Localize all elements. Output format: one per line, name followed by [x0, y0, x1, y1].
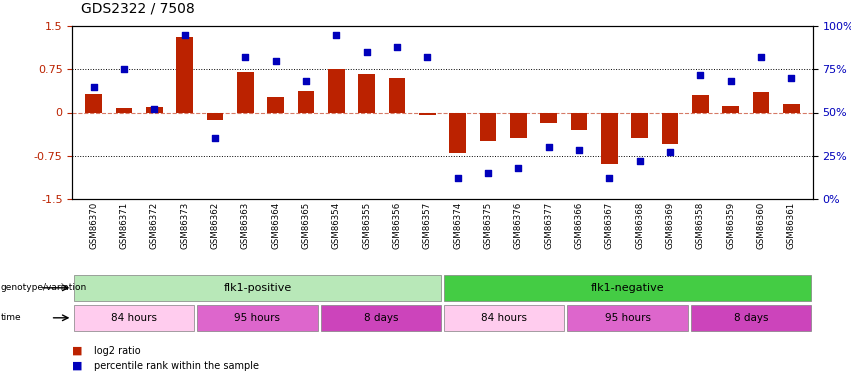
Point: [724, 78, 738, 84]
Point: [329, 32, 343, 38]
Text: GSM86373: GSM86373: [180, 202, 189, 249]
Text: GSM86358: GSM86358: [696, 202, 705, 249]
Text: 84 hours: 84 hours: [111, 313, 157, 323]
Text: GDS2322 / 7508: GDS2322 / 7508: [81, 1, 195, 15]
Point: [238, 54, 252, 60]
Bar: [444, 275, 811, 301]
Bar: [321, 305, 441, 331]
Text: GSM86369: GSM86369: [665, 202, 675, 249]
Bar: [601, 112, 618, 164]
Text: GSM86372: GSM86372: [150, 202, 159, 249]
Text: time: time: [1, 314, 21, 322]
Text: ■: ■: [72, 361, 83, 370]
Point: [754, 54, 768, 60]
Bar: [568, 305, 688, 331]
Text: GSM86364: GSM86364: [271, 202, 280, 249]
Point: [391, 44, 404, 50]
Bar: [783, 104, 800, 112]
Bar: [197, 305, 317, 331]
Text: GSM86376: GSM86376: [514, 202, 523, 249]
Text: 8 days: 8 days: [363, 313, 398, 323]
Bar: [753, 92, 769, 112]
Text: GSM86359: GSM86359: [726, 202, 735, 249]
Point: [542, 144, 556, 150]
Bar: [449, 112, 466, 153]
Bar: [480, 112, 496, 141]
Point: [572, 147, 585, 153]
Point: [300, 78, 313, 84]
Bar: [358, 74, 375, 112]
Text: flk1-positive: flk1-positive: [223, 283, 292, 293]
Bar: [74, 305, 194, 331]
Text: GSM86375: GSM86375: [483, 202, 493, 249]
Bar: [662, 112, 678, 144]
Point: [694, 72, 707, 78]
Point: [208, 135, 222, 141]
Bar: [571, 112, 587, 130]
Text: GSM86367: GSM86367: [605, 202, 614, 249]
Bar: [722, 106, 740, 112]
Bar: [631, 112, 648, 138]
Bar: [328, 69, 345, 112]
Point: [663, 149, 677, 155]
Text: percentile rank within the sample: percentile rank within the sample: [94, 361, 259, 370]
Text: GSM86377: GSM86377: [545, 202, 553, 249]
Text: genotype/variation: genotype/variation: [1, 284, 87, 292]
Text: GSM86361: GSM86361: [787, 202, 796, 249]
Bar: [419, 112, 436, 116]
Point: [785, 75, 798, 81]
Point: [360, 49, 374, 55]
Text: GSM86366: GSM86366: [574, 202, 584, 249]
Point: [269, 58, 283, 64]
Bar: [298, 91, 314, 112]
Text: ■: ■: [72, 346, 83, 355]
Bar: [116, 108, 132, 112]
Bar: [267, 97, 284, 112]
Bar: [237, 72, 254, 112]
Text: GSM86360: GSM86360: [757, 202, 766, 249]
Bar: [146, 107, 163, 112]
Text: GSM86363: GSM86363: [241, 202, 250, 249]
Text: GSM86355: GSM86355: [363, 202, 371, 249]
Bar: [444, 305, 564, 331]
Bar: [389, 78, 405, 112]
Text: 95 hours: 95 hours: [604, 313, 651, 323]
Text: log2 ratio: log2 ratio: [94, 346, 140, 355]
Text: GSM86371: GSM86371: [119, 202, 129, 249]
Bar: [692, 95, 709, 112]
Point: [481, 170, 494, 176]
Bar: [85, 94, 102, 112]
Point: [603, 175, 616, 181]
Point: [87, 84, 100, 90]
Text: GSM86370: GSM86370: [89, 202, 98, 249]
Text: GSM86362: GSM86362: [210, 202, 220, 249]
Text: GSM86356: GSM86356: [392, 202, 402, 249]
Text: GSM86374: GSM86374: [454, 202, 462, 249]
Text: GSM86368: GSM86368: [635, 202, 644, 249]
Text: 84 hours: 84 hours: [481, 313, 528, 323]
Bar: [510, 112, 527, 138]
Text: GSM86365: GSM86365: [301, 202, 311, 249]
Bar: [74, 275, 441, 301]
Point: [511, 165, 525, 171]
Text: 8 days: 8 days: [734, 313, 768, 323]
Text: GSM86354: GSM86354: [332, 202, 340, 249]
Point: [147, 106, 161, 112]
Point: [178, 32, 191, 38]
Point: [117, 66, 131, 72]
Point: [451, 175, 465, 181]
Bar: [540, 112, 557, 123]
Text: 95 hours: 95 hours: [234, 313, 281, 323]
Text: flk1-negative: flk1-negative: [591, 283, 665, 293]
Bar: [207, 112, 223, 120]
Bar: [176, 37, 193, 112]
Point: [420, 54, 434, 60]
Bar: [691, 305, 811, 331]
Point: [633, 158, 647, 164]
Text: GSM86357: GSM86357: [423, 202, 431, 249]
